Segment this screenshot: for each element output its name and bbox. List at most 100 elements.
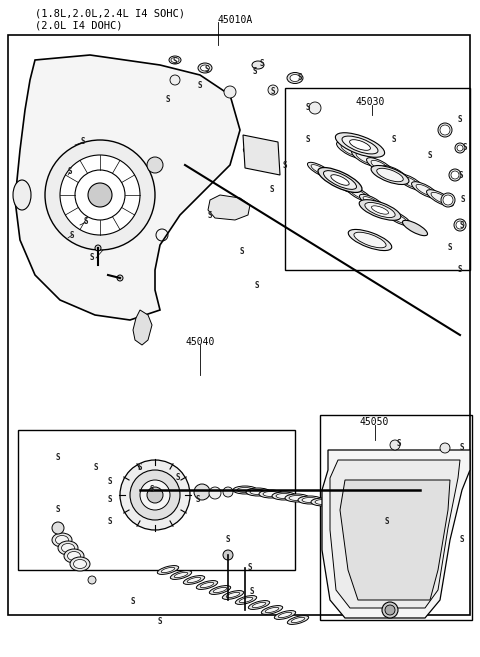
- Text: S: S: [68, 168, 72, 177]
- Ellipse shape: [308, 162, 333, 177]
- Text: S: S: [150, 486, 154, 495]
- Circle shape: [451, 171, 459, 179]
- Text: S: S: [396, 438, 401, 447]
- Ellipse shape: [371, 160, 389, 171]
- Text: (2.0L I4 DOHC): (2.0L I4 DOHC): [35, 21, 122, 31]
- Ellipse shape: [52, 533, 72, 547]
- Polygon shape: [330, 460, 460, 608]
- Ellipse shape: [365, 202, 395, 217]
- Ellipse shape: [359, 200, 401, 220]
- Ellipse shape: [354, 232, 386, 248]
- Text: S: S: [460, 443, 464, 451]
- Text: S: S: [108, 495, 112, 505]
- Text: S: S: [428, 150, 432, 160]
- Text: S: S: [460, 535, 464, 545]
- Ellipse shape: [348, 229, 392, 250]
- Circle shape: [120, 460, 190, 530]
- Circle shape: [438, 123, 452, 137]
- Ellipse shape: [402, 220, 428, 236]
- Text: S: S: [255, 281, 259, 290]
- Polygon shape: [340, 480, 450, 600]
- Ellipse shape: [259, 490, 283, 498]
- Ellipse shape: [372, 206, 388, 214]
- Text: S: S: [448, 244, 452, 252]
- Ellipse shape: [183, 576, 204, 585]
- Circle shape: [209, 487, 221, 499]
- Ellipse shape: [334, 178, 359, 194]
- Text: S: S: [252, 68, 257, 76]
- Ellipse shape: [427, 190, 454, 206]
- Text: S: S: [94, 463, 98, 472]
- Text: S: S: [458, 116, 462, 124]
- Ellipse shape: [213, 587, 227, 593]
- Ellipse shape: [336, 142, 363, 158]
- Ellipse shape: [302, 497, 318, 503]
- Ellipse shape: [73, 560, 86, 568]
- Ellipse shape: [187, 578, 201, 583]
- Ellipse shape: [169, 56, 181, 64]
- Text: S: S: [463, 143, 468, 152]
- Ellipse shape: [252, 61, 264, 69]
- Ellipse shape: [311, 498, 335, 506]
- Ellipse shape: [61, 543, 74, 553]
- Ellipse shape: [265, 607, 279, 612]
- Ellipse shape: [363, 196, 381, 208]
- Circle shape: [117, 275, 123, 281]
- Ellipse shape: [336, 133, 384, 157]
- Ellipse shape: [347, 187, 372, 202]
- Ellipse shape: [289, 495, 305, 501]
- Ellipse shape: [360, 194, 384, 210]
- Ellipse shape: [416, 185, 434, 196]
- Text: S: S: [208, 210, 212, 219]
- Ellipse shape: [318, 168, 362, 193]
- Circle shape: [95, 245, 101, 251]
- Ellipse shape: [377, 168, 403, 182]
- Circle shape: [52, 522, 64, 534]
- Text: S: S: [56, 453, 60, 463]
- Ellipse shape: [278, 612, 292, 618]
- Ellipse shape: [315, 499, 331, 505]
- Ellipse shape: [261, 606, 283, 614]
- Ellipse shape: [250, 489, 266, 495]
- Ellipse shape: [248, 600, 270, 610]
- Circle shape: [88, 183, 112, 207]
- Ellipse shape: [376, 204, 394, 215]
- Circle shape: [455, 143, 465, 153]
- Text: S: S: [240, 248, 244, 256]
- Polygon shape: [133, 310, 152, 345]
- Polygon shape: [15, 55, 240, 320]
- Text: S: S: [250, 587, 254, 597]
- Ellipse shape: [324, 171, 357, 189]
- Text: S: S: [108, 478, 112, 486]
- Circle shape: [223, 550, 233, 560]
- Circle shape: [268, 85, 278, 95]
- Text: 45030: 45030: [355, 97, 384, 107]
- Text: S: S: [248, 562, 252, 572]
- Text: S: S: [260, 60, 264, 68]
- Circle shape: [88, 576, 96, 584]
- Ellipse shape: [170, 570, 192, 579]
- Ellipse shape: [288, 616, 309, 624]
- Ellipse shape: [263, 491, 279, 497]
- Circle shape: [45, 140, 155, 250]
- Ellipse shape: [386, 168, 404, 179]
- Circle shape: [456, 221, 464, 229]
- Ellipse shape: [70, 557, 90, 571]
- Circle shape: [440, 443, 450, 453]
- Text: S: S: [81, 137, 85, 147]
- Text: S: S: [204, 66, 209, 74]
- Text: S: S: [198, 81, 202, 89]
- Ellipse shape: [209, 585, 231, 595]
- Circle shape: [449, 169, 461, 181]
- Ellipse shape: [246, 488, 270, 496]
- Ellipse shape: [324, 173, 342, 183]
- Text: S: S: [196, 495, 200, 505]
- Ellipse shape: [331, 175, 349, 185]
- Polygon shape: [243, 135, 280, 175]
- Ellipse shape: [171, 58, 179, 62]
- Text: S: S: [108, 518, 112, 526]
- Circle shape: [457, 145, 463, 151]
- Bar: [8, 35, 470, 615]
- Ellipse shape: [371, 166, 409, 185]
- Text: S: S: [270, 185, 274, 194]
